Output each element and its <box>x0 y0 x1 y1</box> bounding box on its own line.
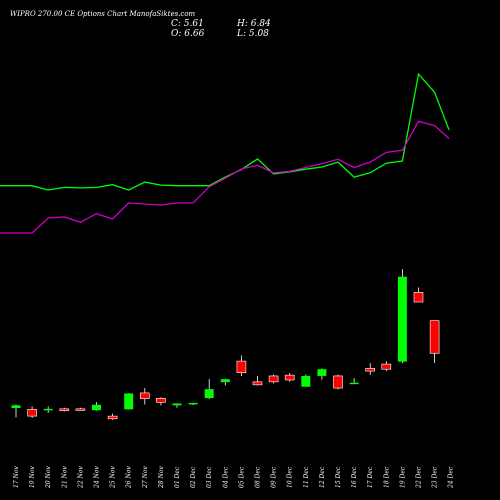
candle-body <box>429 320 440 354</box>
x-tick-label: 24 Dec <box>448 466 455 489</box>
x-tick-label: 27 Nov <box>142 466 149 489</box>
candle-body <box>333 375 343 389</box>
x-tick-label: 17 Dec <box>367 466 374 488</box>
overlay-line-2 <box>0 120 450 234</box>
low-label: L: 5.08 <box>237 29 269 39</box>
candle-body <box>381 363 392 370</box>
x-tick-label: 10 Dec <box>287 466 294 488</box>
candle-body <box>349 382 359 385</box>
x-tick-label: 08 Dec <box>255 466 262 488</box>
candle-body <box>413 292 424 303</box>
close-label: C: 5.61 <box>171 19 204 29</box>
candle-body <box>27 409 37 417</box>
candle-body <box>43 408 53 411</box>
x-tick-label: 25 Nov <box>110 466 117 489</box>
x-tick-label: 04 Dec <box>222 466 229 488</box>
x-tick-label: 24 Nov <box>94 466 101 489</box>
x-tick-label: 12 Dec <box>319 466 326 488</box>
candle-body <box>156 398 166 403</box>
candle-body <box>317 369 327 376</box>
x-tick-label: 18 Dec <box>383 466 390 488</box>
candle-body <box>140 392 150 399</box>
candle-body <box>284 374 295 381</box>
candle-body <box>301 375 311 387</box>
x-tick-label: 22 Nov <box>77 466 84 489</box>
x-tick-label: 05 Dec <box>238 466 245 488</box>
x-tick-label: 16 Dec <box>351 466 358 488</box>
candle-body <box>172 403 182 406</box>
candle-body <box>124 393 134 410</box>
x-tick-label: 21 Nov <box>61 466 68 489</box>
candle-body <box>365 368 376 372</box>
high-label: H: 6.84 <box>237 19 271 29</box>
x-tick-label: 17 Nov <box>13 466 20 488</box>
candle-body <box>59 408 70 412</box>
x-tick-label: 19 Dec <box>399 466 406 488</box>
overlay-line-1 <box>0 72 450 191</box>
candle-body <box>75 408 86 411</box>
x-tick-label: 28 Nov <box>158 466 165 489</box>
x-tick-label: 15 Dec <box>335 466 342 488</box>
x-tick-label: 26 Nov <box>126 466 133 489</box>
chart-title: WIPRO 270.00 CE Options Chart ManofaSikt… <box>10 10 196 18</box>
open-label: O: 6.66 <box>171 29 205 39</box>
candle-body <box>204 389 214 399</box>
x-tick-label: 19 Nov <box>29 466 36 488</box>
candle-body <box>92 404 101 411</box>
x-tick-label: 20 Nov <box>45 466 52 489</box>
candle-body <box>268 375 279 383</box>
x-tick-label: 01 Dec <box>174 466 181 488</box>
candle-body <box>397 276 407 362</box>
x-tick-label: 22 Dec <box>416 466 423 489</box>
candle-body <box>220 379 230 383</box>
x-tick-label: 02 Dec <box>190 466 197 488</box>
x-tick-label: 23 Dec <box>432 466 439 489</box>
x-tick-label: 11 Dec <box>303 466 310 488</box>
x-tick-label: 03 Dec <box>206 466 213 488</box>
candle-body <box>11 405 21 409</box>
candle-body <box>107 415 118 420</box>
x-tick-label: 09 Dec <box>271 466 278 488</box>
candle-body <box>236 360 247 373</box>
candle-body <box>252 381 263 386</box>
candle-body <box>188 402 198 405</box>
